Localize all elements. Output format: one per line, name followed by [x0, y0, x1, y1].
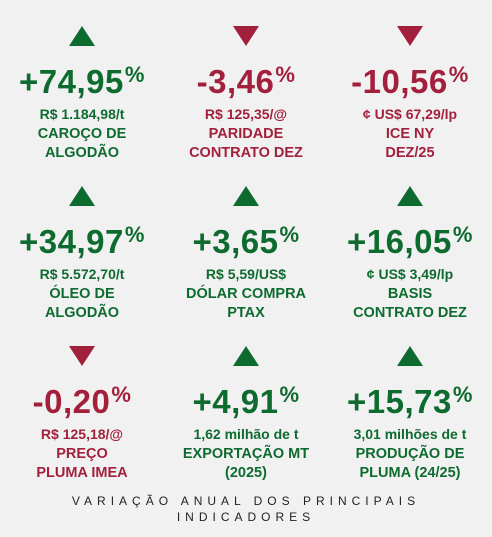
triangle-down-icon: [397, 26, 423, 46]
triangle-up-icon: [69, 186, 95, 206]
indicator-card: -10,56% ¢ US$ 67,29/lp ICE NY DEZ/25: [328, 18, 492, 178]
percent-change: -0,20%: [32, 382, 132, 420]
triangle-up-icon: [397, 186, 423, 206]
percent-change: +74,95%: [19, 62, 145, 100]
indicator-label: EXPORTAÇÃO MT (2025): [182, 446, 310, 482]
percent-change: +34,97%: [19, 222, 145, 260]
indicator-card: +3,65% R$ 5,59/US$ DÓLAR COMPRA PTAX: [164, 178, 328, 338]
caption: VARIAÇÃO ANUAL DOS PRINCIPAIS INDICADORE…: [0, 493, 492, 525]
triangle-down-icon: [233, 26, 259, 46]
triangle-up-icon: [233, 346, 259, 366]
indicator-label: DÓLAR COMPRA PTAX: [185, 286, 307, 322]
triangle-down-icon: [69, 346, 95, 366]
indicator-card: +16,05% ¢ US$ 3,49/lp BASIS CONTRATO DEZ: [328, 178, 492, 338]
triangle-up-icon: [397, 346, 423, 366]
indicator-label: ÓLEO DE ALGODÃO: [44, 286, 120, 322]
indicator-value: R$ 5.572,70/t: [39, 266, 125, 282]
indicator-value: 3,01 milhões de t: [353, 426, 467, 442]
caption-line-2: INDICADORES: [176, 510, 316, 525]
indicator-value: ¢ US$ 3,49/lp: [366, 266, 454, 282]
indicator-label: CAROÇO DE ALGODÃO: [37, 126, 127, 162]
indicator-value: ¢ US$ 67,29/lp: [362, 106, 458, 122]
indicator-grid: +74,95% R$ 1.184,98/t CAROÇO DE ALGODÃO -…: [0, 18, 492, 488]
indicator-value: R$ 5,59/US$: [205, 266, 287, 282]
indicator-value: R$ 125,18/@: [40, 426, 124, 442]
percent-change: +15,73%: [347, 382, 473, 420]
triangle-up-icon: [233, 186, 259, 206]
indicator-value: 1,62 milhão de t: [193, 426, 299, 442]
indicator-label: ICE NY DEZ/25: [385, 126, 435, 162]
indicator-label: PREÇO PLUMA IMEA: [36, 446, 128, 482]
indicator-label: PRODUÇÃO DE PLUMA (24/25): [355, 446, 465, 482]
indicator-value: R$ 1.184,98/t: [39, 106, 125, 122]
indicator-label: BASIS CONTRATO DEZ: [353, 286, 467, 322]
triangle-up-icon: [69, 26, 95, 46]
percent-change: +4,91%: [192, 382, 300, 420]
indicator-value: R$ 125,35/@: [204, 106, 288, 122]
percent-change: -10,56%: [351, 62, 469, 100]
indicator-card: +4,91% 1,62 milhão de t EXPORTAÇÃO MT (20…: [164, 338, 328, 488]
indicator-label: PARIDADE CONTRATO DEZ: [189, 126, 303, 162]
indicator-card: +74,95% R$ 1.184,98/t CAROÇO DE ALGODÃO: [0, 18, 164, 178]
percent-change: +3,65%: [192, 222, 300, 260]
indicator-card: +15,73% 3,01 milhões de t PRODUÇÃO DE PLU…: [328, 338, 492, 488]
indicator-card: -3,46% R$ 125,35/@ PARIDADE CONTRATO DEZ: [164, 18, 328, 178]
percent-change: +16,05%: [347, 222, 473, 260]
percent-change: -3,46%: [196, 62, 296, 100]
indicator-card: -0,20% R$ 125,18/@ PREÇO PLUMA IMEA: [0, 338, 164, 488]
indicator-card: +34,97% R$ 5.572,70/t ÓLEO DE ALGODÃO: [0, 178, 164, 338]
caption-line-1: VARIAÇÃO ANUAL DOS PRINCIPAIS: [71, 494, 421, 508]
